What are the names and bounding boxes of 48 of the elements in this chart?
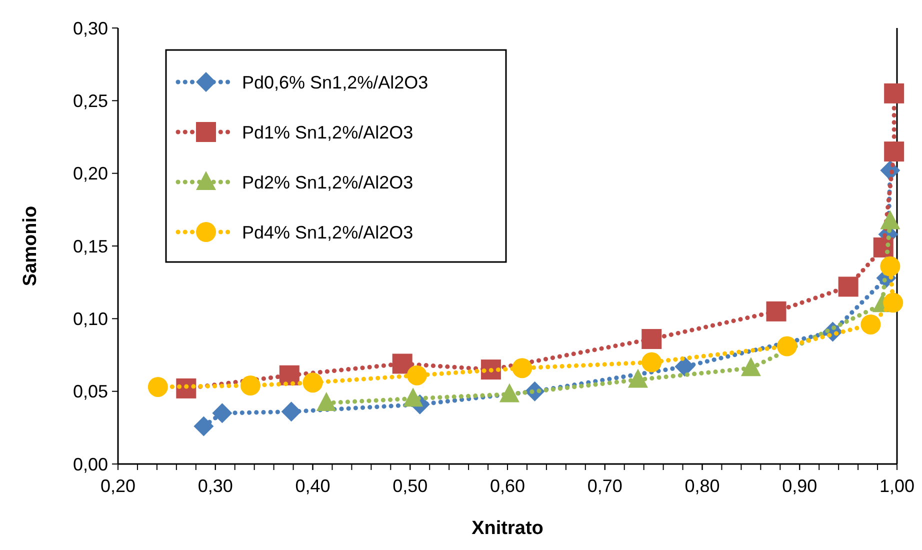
y-tick-label: 0,00 bbox=[72, 454, 108, 474]
y-axis-title: Samonio bbox=[20, 206, 41, 286]
x-tick-label: 1,00 bbox=[879, 476, 915, 496]
point bbox=[880, 256, 900, 276]
point bbox=[392, 354, 412, 374]
x-tick-label: 0,20 bbox=[100, 476, 136, 496]
point bbox=[884, 83, 904, 104]
point bbox=[316, 392, 336, 411]
point bbox=[148, 376, 168, 397]
x-tick-label: 0,90 bbox=[782, 476, 818, 496]
legend-label: Pd1% Sn1,2%/Al2O3 bbox=[242, 122, 414, 142]
point bbox=[406, 365, 427, 386]
point bbox=[776, 336, 797, 356]
x-tick-label: 0,60 bbox=[490, 476, 526, 496]
point bbox=[240, 376, 260, 396]
legend-label: Pd0,6% Sn1,2%/Al2O3 bbox=[242, 72, 428, 92]
y-tick-label: 0,15 bbox=[72, 236, 108, 256]
y-tick-label: 0,10 bbox=[72, 308, 108, 329]
point bbox=[642, 352, 662, 372]
x-tick-label: 0,80 bbox=[684, 476, 720, 496]
point bbox=[838, 276, 858, 297]
point bbox=[883, 292, 904, 313]
legend-label: Pd2% Sn1,2%/Al2O3 bbox=[242, 172, 414, 192]
y-tick-label: 0,30 bbox=[72, 18, 108, 38]
point bbox=[766, 301, 786, 322]
x-tick-label: 0,30 bbox=[198, 476, 233, 496]
point bbox=[628, 368, 648, 388]
point bbox=[281, 402, 302, 422]
x-tick-label: 0,70 bbox=[587, 476, 622, 496]
x-tick-label: 0,40 bbox=[295, 476, 330, 496]
point bbox=[403, 388, 424, 407]
point bbox=[860, 314, 881, 334]
point bbox=[194, 416, 214, 436]
point bbox=[674, 356, 695, 377]
y-tick-label: 0,25 bbox=[72, 90, 108, 111]
point bbox=[884, 142, 904, 162]
point bbox=[302, 372, 323, 393]
x-axis-title: Xnitrato bbox=[472, 518, 544, 539]
point bbox=[212, 403, 232, 424]
y-tick-label: 0,20 bbox=[72, 164, 108, 184]
point bbox=[499, 383, 520, 402]
point bbox=[740, 357, 761, 376]
point bbox=[642, 329, 662, 350]
point bbox=[880, 210, 900, 230]
y-tick-label: 0,05 bbox=[72, 382, 108, 402]
x-tick-label: 0,50 bbox=[392, 476, 428, 496]
legend-label: Pd4% Sn1,2%/Al2O3 bbox=[242, 222, 414, 242]
point bbox=[512, 358, 532, 378]
